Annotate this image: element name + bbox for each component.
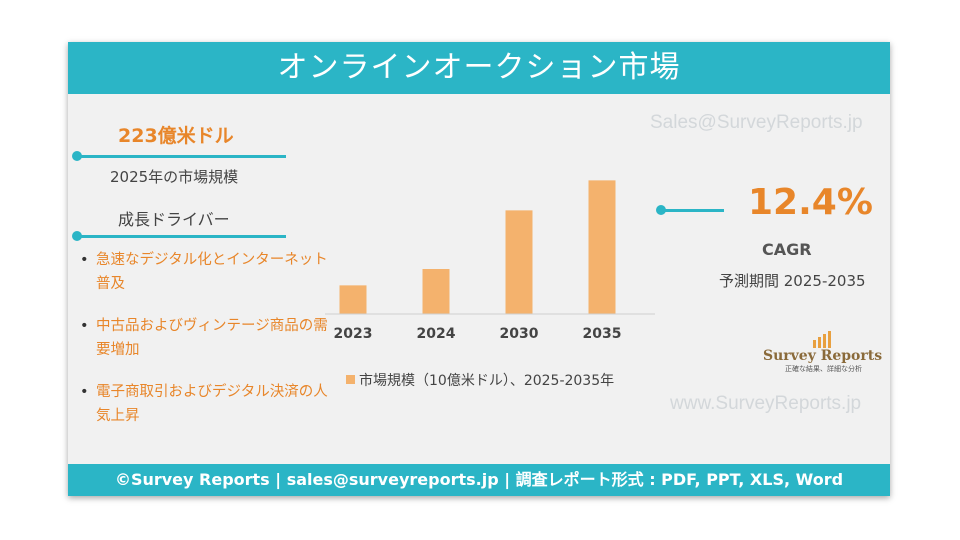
drivers-divider [76,235,286,238]
market-size-value: 223億米ドル [118,125,234,147]
infographic-card: オンラインオークション市場 Sales@SurveyReports.jp www… [68,42,890,496]
driver-item: • 中古品およびヴィンテージ商品の需要増加 [80,314,330,362]
cagr-label: CAGR [762,240,812,259]
driver-item: • 急速なデジタル化とインターネット普及 [80,248,330,296]
driver-item: • 電子商取引およびデジタル決済の人気上昇 [80,380,330,428]
logo-tagline: 正確な結果、詳細な分析 [785,365,862,373]
bar-chart-logo-icon [813,331,831,348]
bar-2024 [422,269,450,314]
bar-2030 [505,210,533,314]
cagr-value: 12.4% [748,182,873,223]
footer-bar: ©Survey Reports | sales@surveyreports.jp… [68,464,890,496]
drivers-title: 成長ドライバー [118,210,230,229]
market-divider [76,155,286,158]
x-tick-label: 2023 [334,326,373,342]
legend-swatch [346,375,355,384]
market-size-label: 2025年の市場規模 [110,168,239,186]
x-tick-label: 2024 [417,326,456,342]
bullet-icon: • [80,318,89,334]
bullet-icon: • [80,384,89,400]
logo-name: Survey Reports [763,348,883,364]
bullet-icon: • [80,252,89,268]
page-title: オンラインオークション市場 [68,42,890,94]
watermark-url: www.SurveyReports.jp [670,393,862,414]
bar-2023 [339,285,367,314]
chart-legend: 市場規模（10億米ドル）、2025-2035年 [346,370,614,390]
x-tick-label: 2035 [583,326,622,342]
bar-2035 [588,180,616,314]
company-logo: Survey Reports 正確な結果、詳細な分析 [763,330,883,374]
cagr-line-dot [656,205,666,215]
cagr-divider [662,209,724,212]
legend-label: 市場規模（10億米ドル）、2025-2035年 [359,373,615,389]
forecast-period: 予測期間 2025-2035 [719,272,866,290]
watermark-email: Sales@SurveyReports.jp [650,112,863,133]
bar-chart: 2023 2024 2030 2035 [325,180,655,342]
drivers-list: • 急速なデジタル化とインターネット普及 • 中古品およびヴィンテージ商品の需要増加… [80,248,330,446]
x-tick-label: 2030 [500,326,539,342]
